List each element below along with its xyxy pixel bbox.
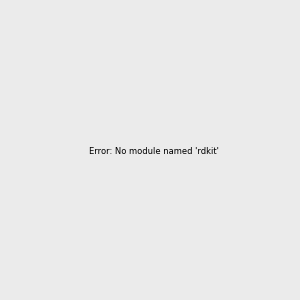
Text: Error: No module named 'rdkit': Error: No module named 'rdkit' [89, 147, 219, 156]
